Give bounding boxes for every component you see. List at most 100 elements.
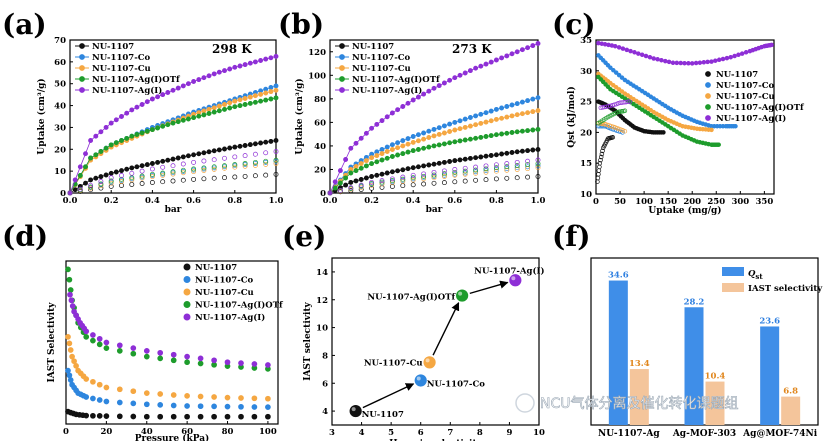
data-point-d-nu-1107-cu (96, 381, 103, 388)
data-point-a-nu-1107 (185, 153, 191, 159)
data-point-b-nu-1107-ag-i-otf (384, 155, 390, 161)
data-point-b-nu-1107-ag-i (426, 88, 432, 94)
data-point-b-nu-1107-cu (410, 139, 416, 145)
data-point-b-nu-1107-ag-i-otf-open (514, 163, 520, 169)
data-point-b-nu-1107-ag-i-otf (348, 170, 354, 176)
data-point-c-nu-1107-ag-i (628, 48, 633, 54)
data-point-b-nu-1107-co (467, 115, 473, 120)
data-point-a-nu-1107-co (268, 85, 274, 90)
x-tick-label-d: 80 (222, 427, 234, 437)
data-point-b-nu-1107-ag-i-otf (436, 142, 442, 148)
series-d-nu-1107-cu (65, 334, 271, 402)
data-point-b-nu-1107-ag-i-open (327, 190, 333, 196)
data-point-b-nu-1107-co (483, 110, 489, 116)
data-point-b-nu-1107-cu (400, 143, 406, 149)
data-point-b-nu-1107-cu (405, 141, 411, 147)
data-point-b-nu-1107 (369, 174, 375, 179)
data-point-c-nu-1107-co (619, 75, 625, 80)
legend-marker-nu-1107-ag-i-otf (79, 76, 85, 82)
data-point-b-nu-1107 (400, 167, 406, 173)
data-point-d-nu-1107-ag-i (197, 355, 204, 362)
data-point-b-nu-1107-ag-i-otf-open (483, 166, 489, 172)
data-point-c-nu-1107-ag-i (663, 58, 668, 64)
data-point-b-nu-1107-open (514, 175, 520, 181)
data-point-c-nu-1107-ag-i (686, 61, 691, 66)
data-point-a-nu-1107 (175, 155, 181, 161)
data-point-a-nu-1107-ag-i (155, 94, 161, 100)
data-point-c-nu-1107-open (597, 160, 603, 166)
data-point-a-nu-1107-cu-open (129, 177, 135, 183)
watermark: NCU气体分离及催化转化课题组 (515, 393, 739, 413)
y-axis-title-c: Qst (kJ/mol) (566, 86, 577, 147)
x-axis-title-b: bar (426, 205, 443, 215)
panel-b-chart: 0.0 0.2 0.4 0.6 0.8 1.0 0 20 40 60 80 100 120 bar Upta… (294, 39, 545, 215)
data-point-highlight (351, 407, 356, 412)
data-point-a-nu-1107-ag-i-open (98, 179, 104, 184)
data-point-a-nu-1107 (134, 164, 140, 170)
data-point-a-nu-1107-cu-open (108, 180, 114, 186)
data-point-b-nu-1107-ag-i-otf (343, 175, 349, 181)
data-point-b-nu-1107-ag-i-open (514, 159, 520, 165)
category-label-ag-mof-74ni: Ag@MOF-74Ni (742, 429, 818, 439)
data-point-a-nu-1107 (155, 159, 161, 165)
legend-label-nu-1107-ag-i-otf: NU-1107-Ag(I)OTf (716, 102, 805, 113)
data-point-a-nu-1107-ag-i-otf (263, 97, 269, 103)
data-point-d-nu-1107-cu (103, 384, 110, 391)
data-point-b-nu-1107 (488, 153, 494, 158)
data-point-c-nu-1107-co (608, 65, 613, 70)
data-point-d-nu-1107 (143, 413, 150, 420)
data-point-b-nu-1107-cu (452, 127, 458, 133)
data-point-b-nu-1107-co (457, 118, 463, 124)
data-point-a-nu-1107-ag-i (242, 62, 248, 68)
y-tick-label-c: 10 (580, 190, 592, 200)
data-point-d-nu-1107-co (197, 403, 204, 410)
data-point-d-nu-1107-co (103, 398, 110, 405)
data-point-a-nu-1107-cu (232, 98, 238, 104)
data-point-b-nu-1107-ag-i-otf (400, 151, 406, 157)
data-point-c-nu-1107-ag-i (674, 60, 680, 66)
data-point-a-nu-1107-cu (227, 100, 233, 106)
data-point-c-nu-1107-ag-i-open (608, 103, 613, 109)
data-point-b-nu-1107-open (473, 177, 479, 183)
data-point-b-nu-1107-ag-i-otf-open (379, 179, 385, 185)
chart-title-b: 273 K (452, 42, 492, 56)
data-point-b-nu-1107-ag-i-open (441, 168, 447, 174)
data-point-d-nu-1107-ag-i-otf (170, 357, 177, 364)
data-point-b-nu-1107-cu (358, 161, 364, 167)
data-point-c-nu-1107-open (599, 151, 605, 157)
data-point-d-nu-1107-cu (67, 347, 74, 353)
legend-marker-nu-1107-co (705, 82, 711, 88)
data-point-b-nu-1107-ag-i (374, 121, 380, 127)
data-point-b-nu-1107-co (431, 126, 437, 132)
data-point-b-nu-1107-ag-i-open (452, 167, 458, 172)
data-point-b-nu-1107-ag-i (436, 83, 442, 89)
data-point-a-nu-1107 (124, 166, 130, 172)
data-point-a-nu-1107-ag-i-otf (98, 149, 104, 154)
data-point-a-nu-1107-ag-i (180, 83, 186, 89)
data-point-b-nu-1107 (389, 169, 395, 175)
watermark-text: NCU气体分离及催化转化课题组 (540, 395, 739, 412)
data-point-a-nu-1107-ag-i-open (139, 168, 145, 174)
data-point-c-nu-1107-cu-open (622, 128, 628, 134)
data-point-c-nu-1107-ag-i (705, 59, 710, 65)
data-point-b-nu-1107-cu (467, 123, 473, 129)
data-point-a-nu-1107 (237, 143, 243, 149)
data-point-a-nu-1107-ag-i (185, 81, 191, 87)
data-point-b-nu-1107 (514, 149, 520, 155)
data-point-b-nu-1107-ag-i (483, 61, 489, 67)
data-point-b-nu-1107-co (426, 128, 432, 134)
legend-marker-nu-1107-co (79, 54, 85, 60)
y-tick-label-a: 70 (54, 36, 66, 46)
data-point-d-nu-1107-ag-i-otf (96, 341, 103, 348)
data-point-c-nu-1107-cu (611, 82, 616, 88)
data-point-d-nu-1107 (211, 413, 217, 420)
data-point-b-nu-1107-open (535, 174, 541, 179)
x-tick-label-c: 100 (635, 197, 653, 207)
data-point-a-nu-1107-cu (247, 94, 253, 100)
data-point-b-nu-1107 (447, 159, 453, 164)
data-point-d-nu-1107-co (130, 400, 137, 407)
data-point-d-nu-1107-ag-i (238, 360, 244, 366)
data-point-a-nu-1107-ag-i-otf-open (252, 159, 258, 165)
data-point-b-nu-1107-co (462, 116, 468, 122)
data-point-d-nu-1107-ag-i (103, 339, 110, 346)
